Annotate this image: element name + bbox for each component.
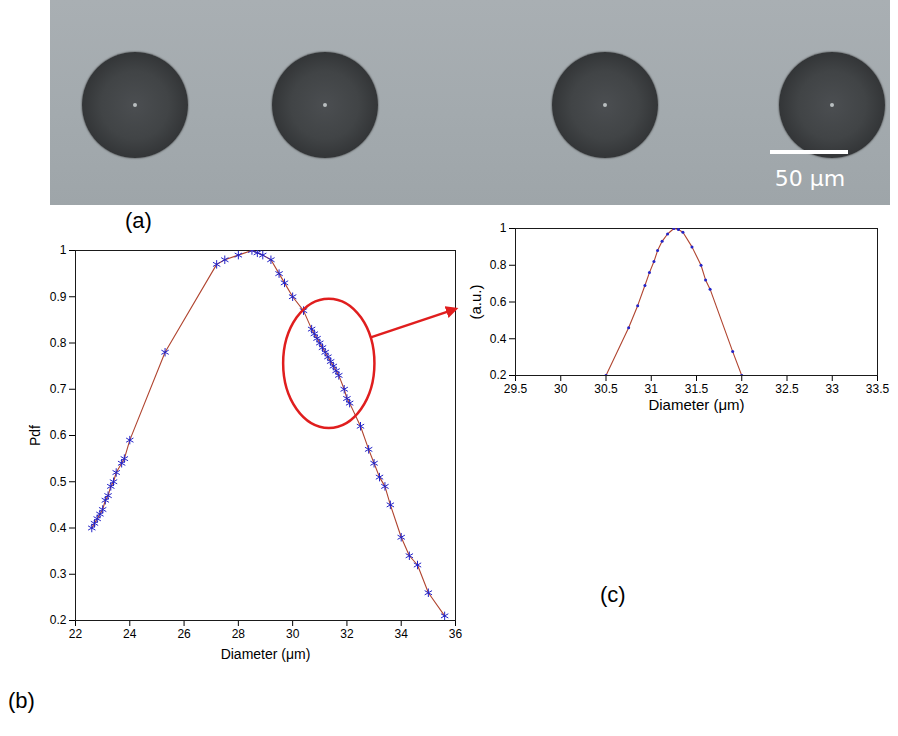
svg-text:30: 30 xyxy=(286,627,300,641)
svg-text:30.5: 30.5 xyxy=(594,382,618,396)
svg-text:28: 28 xyxy=(232,627,246,641)
html-text:50 μm: 50 μm xyxy=(774,166,846,191)
svg-text:0.4: 0.4 xyxy=(50,521,67,535)
svg-text:Diameter (μm): Diameter (μm) xyxy=(221,646,311,662)
svg-text:1: 1 xyxy=(500,221,507,235)
svg-text:0.4: 0.4 xyxy=(490,332,507,346)
svg-text:24: 24 xyxy=(123,627,137,641)
html-text:(c): (c) xyxy=(600,582,626,607)
svg-text:32: 32 xyxy=(340,627,354,641)
svg-text:31.5: 31.5 xyxy=(685,382,709,396)
svg-text:0.6: 0.6 xyxy=(490,295,507,309)
svg-text:32: 32 xyxy=(735,382,749,396)
html-text:(b): (b) xyxy=(8,688,35,713)
svg-text:33.5: 33.5 xyxy=(866,382,890,396)
svg-text:Diameter (μm): Diameter (μm) xyxy=(648,396,744,413)
svg-text:(a.u.): (a.u.) xyxy=(467,284,484,319)
svg-text:0.8: 0.8 xyxy=(490,258,507,272)
svg-text:0.2: 0.2 xyxy=(490,368,507,382)
svg-text:0.2: 0.2 xyxy=(50,613,67,627)
svg-text:Pdf: Pdf xyxy=(27,425,43,446)
svg-text:0.8: 0.8 xyxy=(50,336,67,350)
svg-text:30: 30 xyxy=(554,382,568,396)
svg-text:0.9: 0.9 xyxy=(50,290,67,304)
svg-text:22: 22 xyxy=(69,627,83,641)
svg-text:0.5: 0.5 xyxy=(50,475,67,489)
svg-text:26: 26 xyxy=(177,627,191,641)
html-text:(a): (a) xyxy=(125,208,152,233)
svg-text:0.3: 0.3 xyxy=(50,567,67,581)
svg-text:31: 31 xyxy=(645,382,659,396)
svg-text:29.5: 29.5 xyxy=(504,382,528,396)
svg-text:0.7: 0.7 xyxy=(50,382,67,396)
svg-text:32.5: 32.5 xyxy=(775,382,799,396)
svg-text:36: 36 xyxy=(449,627,463,641)
svg-text:0.6: 0.6 xyxy=(50,428,67,442)
svg-text:33: 33 xyxy=(826,382,840,396)
svg-text:1: 1 xyxy=(60,243,67,257)
svg-text:34: 34 xyxy=(395,627,409,641)
